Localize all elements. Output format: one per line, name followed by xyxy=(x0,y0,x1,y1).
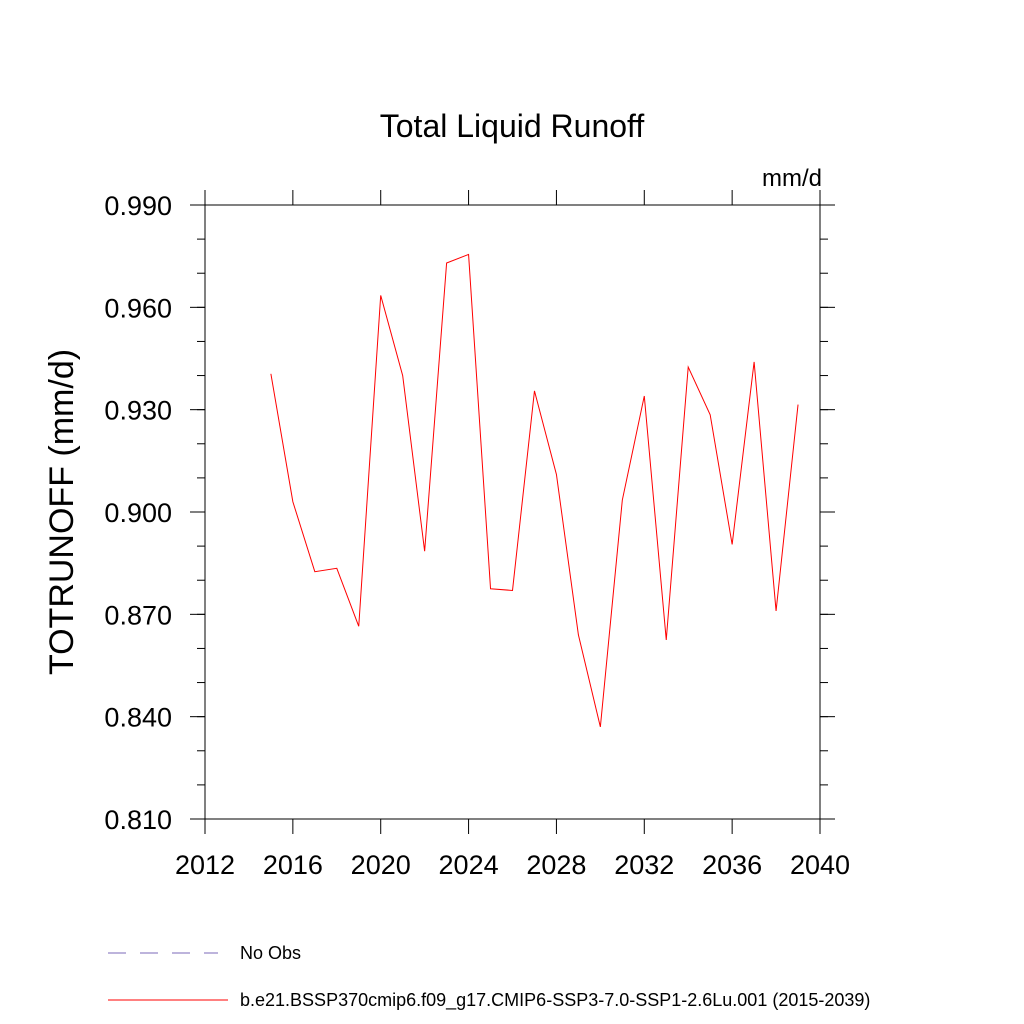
legend: No Obs b.e21.BSSP370cmip6.f09_g17.CMIP6-… xyxy=(108,943,870,1011)
axis-ticks xyxy=(190,190,835,834)
x-tick-labels: 2012 2016 2020 2024 2028 2032 2036 2040 xyxy=(175,850,850,880)
x-tick-label: 2016 xyxy=(263,850,323,880)
legend-label-no-obs: No Obs xyxy=(240,943,301,963)
y-tick-label: 0.840 xyxy=(104,703,172,733)
x-tick-label: 2024 xyxy=(439,850,499,880)
x-tick-label: 2028 xyxy=(526,850,586,880)
y-tick-label: 0.900 xyxy=(104,498,172,528)
y-tick-label: 0.990 xyxy=(104,191,172,221)
legend-label-model-run: b.e21.BSSP370cmip6.f09_g17.CMIP6-SSP3-7.… xyxy=(240,990,870,1011)
x-tick-label: 2020 xyxy=(351,850,411,880)
y-tick-labels: 0.810 0.840 0.870 0.900 0.930 0.960 0.990 xyxy=(104,191,172,835)
chart-title: Total Liquid Runoff xyxy=(380,108,645,144)
x-tick-label: 2012 xyxy=(175,850,235,880)
y-tick-label: 0.960 xyxy=(104,293,172,323)
plot-frame xyxy=(204,204,821,820)
y-tick-label: 0.930 xyxy=(104,396,172,426)
units-label: mm/d xyxy=(762,165,822,192)
x-tick-label: 2036 xyxy=(702,850,762,880)
y-axis-label: TOTRUNOFF (mm/d) xyxy=(43,349,81,675)
x-tick-label: 2032 xyxy=(614,850,674,880)
y-tick-label: 0.810 xyxy=(104,805,172,835)
series-line xyxy=(270,253,799,728)
y-tick-label: 0.870 xyxy=(104,600,172,630)
x-tick-label: 2040 xyxy=(790,850,850,880)
series-lines xyxy=(270,253,799,728)
